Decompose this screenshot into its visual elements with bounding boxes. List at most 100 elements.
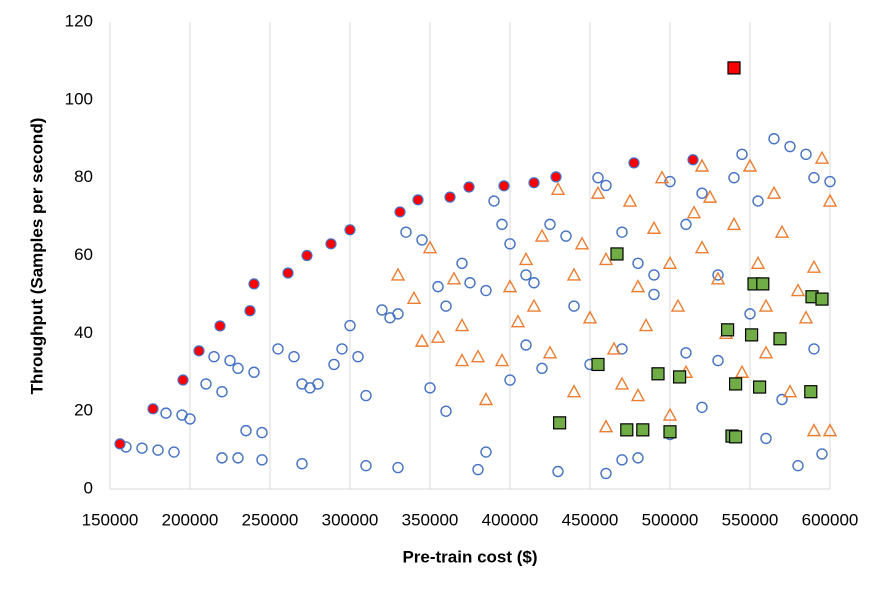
- point: [344, 224, 356, 236]
- point: [518, 251, 534, 266]
- point: [504, 238, 516, 250]
- point: [600, 467, 612, 480]
- point: [592, 171, 604, 184]
- point: [208, 350, 220, 363]
- point: [422, 240, 438, 254]
- point: [528, 177, 540, 189]
- point: [390, 267, 406, 281]
- point: [552, 416, 567, 430]
- point: [520, 339, 532, 351]
- point: [534, 228, 550, 242]
- point: [773, 332, 787, 346]
- point: [782, 384, 798, 398]
- point: [651, 367, 665, 381]
- y-tick-label: 0: [84, 478, 93, 497]
- point: [566, 267, 582, 281]
- x-tick-label: 400000: [482, 510, 539, 529]
- point: [628, 157, 640, 169]
- point: [598, 251, 614, 266]
- x-tick-label: 450000: [562, 510, 619, 529]
- point: [686, 205, 702, 219]
- point: [648, 269, 660, 281]
- point: [114, 438, 126, 450]
- point: [694, 240, 710, 254]
- y-tick-label: 100: [65, 89, 93, 108]
- point: [776, 393, 788, 406]
- point: [454, 353, 470, 367]
- point: [630, 388, 646, 402]
- point: [670, 298, 686, 312]
- point: [394, 206, 406, 218]
- point: [248, 366, 260, 378]
- point: [432, 280, 444, 293]
- point: [412, 194, 424, 206]
- point: [728, 430, 743, 444]
- point: [654, 170, 670, 184]
- point: [200, 378, 212, 390]
- point: [510, 314, 526, 328]
- point: [620, 423, 634, 437]
- point: [414, 333, 430, 347]
- point: [744, 308, 756, 320]
- point: [582, 310, 598, 324]
- point: [720, 323, 735, 337]
- point: [664, 175, 676, 188]
- point: [712, 354, 724, 367]
- point: [325, 238, 337, 250]
- point: [606, 341, 622, 355]
- point: [752, 195, 764, 207]
- point: [792, 459, 804, 472]
- series: [727, 61, 741, 75]
- point: [702, 189, 718, 203]
- point: [392, 461, 404, 474]
- point: [736, 148, 748, 161]
- point: [768, 133, 780, 145]
- point: [456, 257, 468, 269]
- point: [470, 349, 486, 363]
- point: [296, 458, 308, 470]
- series: [120, 133, 836, 480]
- point: [744, 328, 759, 342]
- point: [288, 350, 300, 363]
- y-tick-label: 120: [65, 11, 93, 30]
- point: [430, 329, 446, 343]
- point: [758, 298, 774, 312]
- point: [256, 426, 268, 439]
- point: [248, 278, 260, 290]
- point: [536, 362, 548, 375]
- point: [734, 364, 750, 378]
- point: [814, 150, 830, 164]
- point: [424, 382, 436, 394]
- point: [712, 269, 724, 281]
- x-tick-label: 600000: [802, 510, 859, 529]
- point: [454, 318, 470, 332]
- point: [632, 452, 644, 464]
- point: [464, 277, 476, 289]
- point: [216, 452, 228, 464]
- point: [598, 419, 614, 433]
- point: [616, 454, 628, 466]
- point: [662, 407, 678, 421]
- point: [328, 358, 340, 371]
- point: [687, 154, 699, 166]
- point: [312, 378, 324, 390]
- point: [336, 343, 348, 355]
- point: [752, 380, 767, 394]
- point: [406, 290, 422, 305]
- point: [815, 292, 829, 306]
- point: [526, 298, 542, 312]
- point: [663, 425, 677, 439]
- point: [758, 345, 774, 359]
- point: [360, 459, 372, 472]
- point: [344, 319, 356, 332]
- point: [622, 193, 638, 207]
- point: [590, 185, 606, 199]
- point: [256, 454, 268, 466]
- point: [648, 288, 660, 301]
- point: [498, 180, 510, 192]
- point: [446, 271, 462, 285]
- point: [232, 452, 244, 464]
- point: [790, 283, 806, 297]
- point: [614, 376, 630, 390]
- point: [591, 357, 605, 372]
